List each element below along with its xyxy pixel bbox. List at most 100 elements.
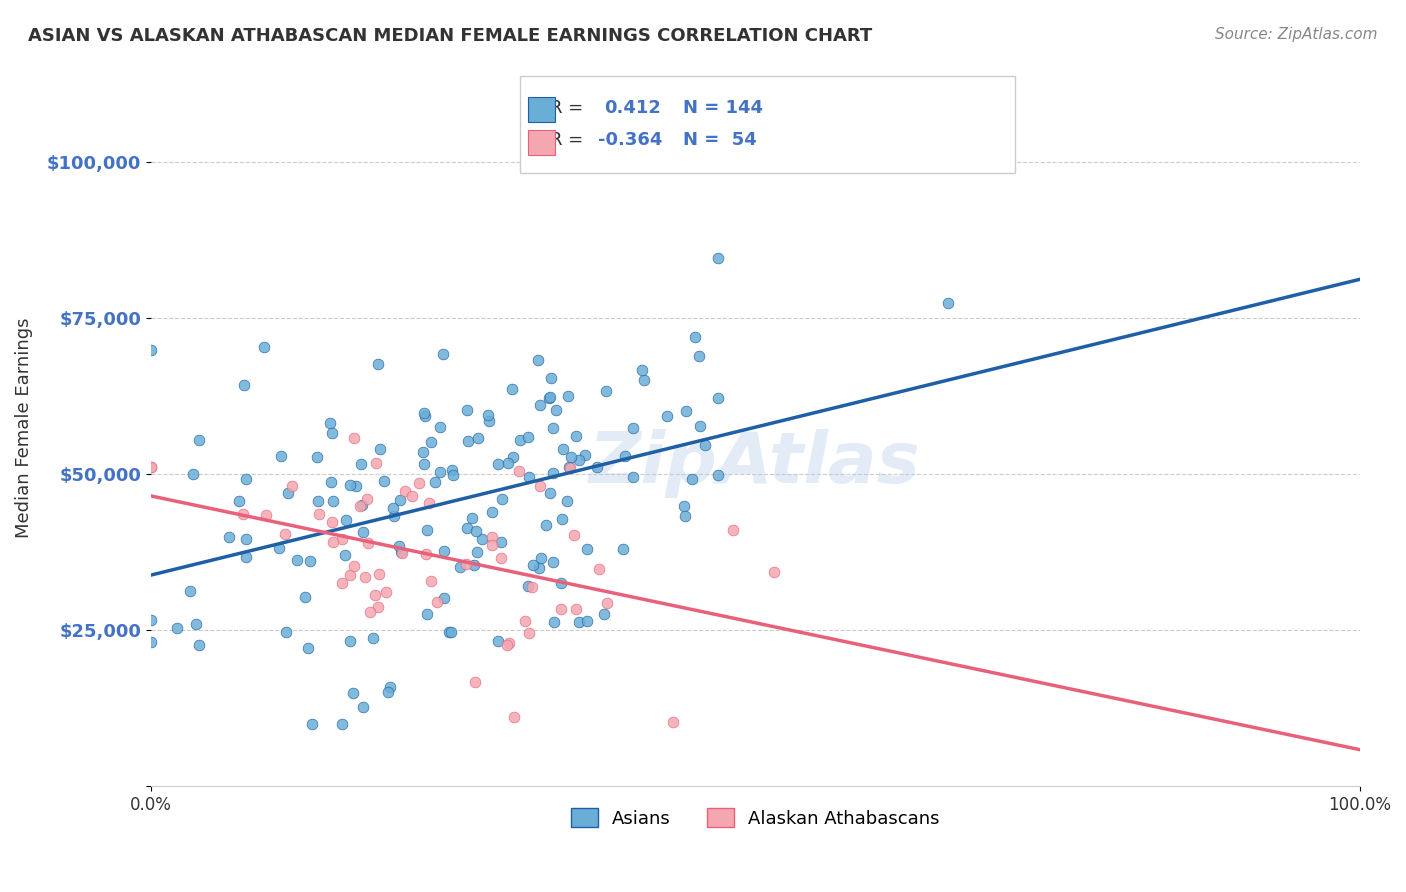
Asians [441, 468, 464, 483]
FancyBboxPatch shape [529, 130, 554, 155]
Asians [683, 329, 706, 343]
Asians [361, 632, 384, 646]
Alaskan Athabascans [662, 714, 685, 729]
Text: ASIAN VS ALASKAN ATHABASCAN MEDIAN FEMALE EARNINGS CORRELATION CHART: ASIAN VS ALASKAN ATHABASCAN MEDIAN FEMAL… [28, 27, 872, 45]
Asians [491, 491, 513, 506]
Asians [614, 450, 637, 464]
Asians [253, 340, 276, 354]
Asians [322, 494, 344, 508]
Asians [318, 417, 340, 431]
Alaskan Athabascans [408, 475, 430, 490]
Asians [350, 498, 373, 512]
Asians [440, 463, 463, 477]
Alaskan Athabascans [418, 496, 440, 510]
Alaskan Athabascans [560, 460, 582, 475]
Asians [377, 685, 399, 699]
Alaskan Athabascans [489, 550, 512, 565]
Asians [551, 512, 574, 526]
Alaskan Athabascans [481, 538, 503, 552]
Asians [673, 508, 696, 523]
Alaskan Athabascans [322, 535, 344, 549]
Alaskan Athabascans [342, 559, 364, 574]
Asians [529, 398, 551, 412]
Asians [344, 479, 367, 493]
Asians [631, 362, 654, 376]
Asians [501, 382, 523, 396]
Asians [437, 625, 460, 640]
Alaskan Athabascans [375, 585, 398, 599]
Alaskan Athabascans [139, 460, 162, 475]
Asians [232, 378, 254, 392]
Alaskan Athabascans [354, 570, 377, 584]
Asians [489, 535, 512, 549]
Asians [388, 540, 411, 554]
Asians [188, 434, 211, 448]
Asians [541, 555, 564, 569]
Alaskan Athabascans [426, 595, 449, 609]
Alaskan Athabascans [550, 601, 572, 615]
Asians [541, 421, 564, 435]
Asians [576, 541, 599, 556]
Asians [166, 621, 188, 635]
Alaskan Athabascans [419, 574, 441, 589]
Asians [228, 493, 250, 508]
Asians [330, 717, 353, 731]
Asians [432, 347, 454, 361]
Asians [633, 373, 655, 387]
Asians [517, 579, 540, 593]
Alaskan Athabascans [481, 530, 503, 544]
Asians [413, 409, 436, 423]
Asians [412, 406, 434, 420]
Asians [477, 408, 499, 422]
Asians [517, 430, 540, 444]
Alaskan Athabascans [356, 535, 378, 549]
Asians [541, 466, 564, 480]
Asians [297, 641, 319, 656]
Asians [307, 494, 329, 508]
Asians [463, 558, 485, 572]
Asians [681, 472, 703, 486]
Asians [675, 403, 697, 417]
Asians [456, 520, 478, 534]
Asians [367, 357, 389, 371]
Alaskan Athabascans [401, 489, 423, 503]
Asians [183, 467, 205, 481]
Asians [538, 391, 561, 405]
Asians [139, 613, 162, 627]
Alaskan Athabascans [723, 523, 745, 537]
Asians [538, 390, 561, 404]
Asians [235, 533, 257, 547]
Alaskan Athabascans [495, 638, 517, 652]
Alaskan Athabascans [520, 580, 543, 594]
Text: Source: ZipAtlas.com: Source: ZipAtlas.com [1215, 27, 1378, 42]
Asians [218, 530, 240, 544]
Asians [301, 717, 323, 731]
Asians [267, 541, 290, 555]
Asians [530, 551, 553, 566]
Alaskan Athabascans [359, 605, 381, 619]
Asians [188, 638, 211, 652]
Asians [527, 352, 550, 367]
Asians [440, 625, 463, 640]
Alaskan Athabascans [281, 479, 304, 493]
Asians [460, 511, 482, 525]
Asians [335, 513, 357, 527]
Alaskan Athabascans [562, 528, 585, 542]
Asians [449, 559, 471, 574]
Asians [478, 414, 501, 428]
Text: R =: R = [550, 99, 583, 117]
Asians [352, 524, 374, 539]
Asians [471, 532, 494, 546]
Alaskan Athabascans [394, 484, 416, 499]
Asians [382, 508, 405, 523]
Asians [416, 607, 439, 621]
Asians [517, 470, 540, 484]
Asians [693, 438, 716, 452]
Alaskan Athabascans [321, 515, 343, 529]
Alaskan Athabascans [332, 576, 354, 591]
Asians [235, 472, 257, 486]
Alaskan Athabascans [529, 479, 551, 493]
Asians [558, 459, 581, 474]
Text: ZipAtlas: ZipAtlas [589, 429, 921, 498]
Asians [568, 453, 591, 467]
